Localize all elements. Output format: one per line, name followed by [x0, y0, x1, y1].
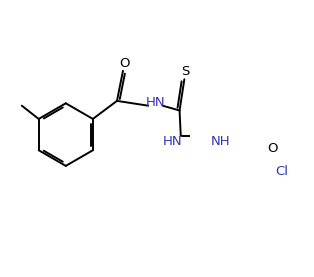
Text: S: S	[181, 65, 190, 78]
Text: O: O	[267, 142, 278, 155]
Text: O: O	[119, 57, 129, 70]
Text: NH: NH	[211, 135, 230, 148]
Text: HN: HN	[146, 96, 165, 109]
Text: Cl: Cl	[275, 165, 288, 178]
Text: HN: HN	[163, 135, 182, 148]
